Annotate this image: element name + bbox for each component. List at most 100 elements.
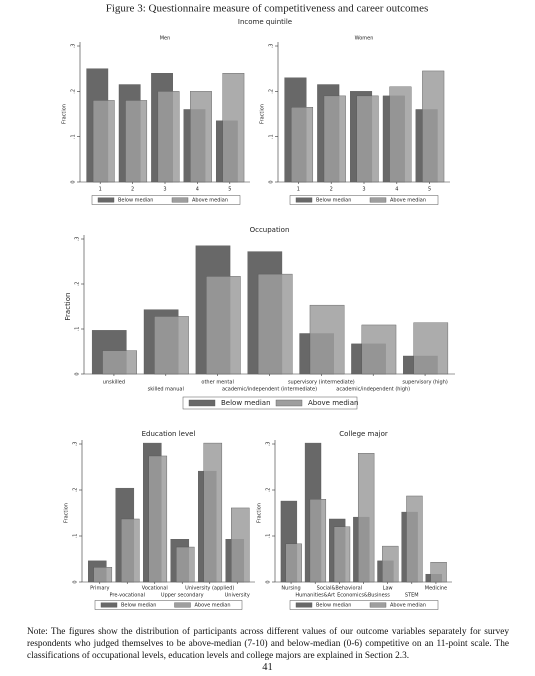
y-axis-label: Fraction (260, 104, 266, 124)
y-tick-label: .2 (269, 89, 275, 94)
y-tick-label: .3 (71, 44, 77, 49)
bar (148, 455, 168, 583)
bar (309, 304, 345, 375)
bar (154, 316, 189, 375)
legend-swatch (295, 197, 313, 203)
x-tick-label: academic/independent (high) (336, 387, 410, 393)
x-tick-label: Law (383, 586, 393, 592)
x-tick-label: Social&Behavioral (317, 586, 362, 592)
x-tick-label: academic/independent (intermediate) (222, 387, 317, 393)
y-axis-label: Fraction (64, 293, 72, 321)
legend-label: Below median (121, 603, 156, 609)
bar (102, 350, 137, 375)
y-tick-label: .1 (71, 134, 77, 139)
x-tick-label: Economics&Business (337, 593, 390, 599)
x-tick-label: Vocational (142, 586, 168, 592)
x-tick-label: unskilled (103, 380, 125, 386)
y-tick-label: 0 (266, 580, 272, 583)
y-tick-label: .3 (73, 442, 79, 447)
x-tick-label: 4 (196, 187, 199, 193)
y-tick-label: 0 (73, 580, 79, 583)
y-tick-label: .2 (73, 488, 79, 493)
legend-label: Below median (316, 198, 351, 204)
x-tick-label: 5 (228, 187, 231, 193)
x-tick-label: supervisory (intermediate) (288, 380, 355, 386)
legend-label: Above median (192, 198, 228, 204)
bar (206, 276, 241, 375)
legend-swatch (100, 602, 118, 608)
x-tick-label: other mental (201, 380, 233, 386)
bar (323, 95, 346, 183)
chart-title: Women (355, 36, 374, 42)
y-tick-label: .2 (75, 282, 81, 287)
bar (309, 499, 327, 583)
page-number: 41 (262, 662, 273, 673)
chart-title: Occupation (250, 226, 290, 234)
bar (406, 495, 423, 583)
bar (413, 322, 449, 375)
x-tick-label: Nursing (281, 586, 300, 592)
legend-swatch (369, 602, 387, 608)
legend-box (94, 600, 243, 610)
legend-box (91, 195, 241, 205)
bar (92, 100, 115, 183)
bar (120, 518, 140, 583)
x-tick-label: 1 (99, 187, 102, 193)
x-tick-label: 4 (395, 187, 398, 193)
group-title: Income quintile (238, 18, 292, 26)
y-tick-label: 0 (269, 180, 275, 183)
x-tick-label: Humanities&Art (295, 593, 335, 599)
legend-swatch (174, 602, 191, 608)
y-tick-label: .2 (266, 488, 272, 493)
legend-swatch (97, 197, 115, 203)
y-tick-label: .1 (73, 534, 79, 539)
x-tick-label: Pre-vocational (110, 593, 145, 599)
figure-title: Figure 3: Questionnaire measure of compe… (106, 3, 429, 15)
legend-box (182, 396, 358, 410)
x-tick-label: supervisory (high) (402, 380, 448, 386)
legend-swatch (171, 197, 189, 203)
legend-swatch (295, 602, 313, 608)
bar (230, 507, 250, 583)
bar (285, 543, 302, 583)
y-tick-label: .1 (269, 134, 275, 139)
bar (257, 273, 293, 375)
bar (382, 545, 399, 583)
y-tick-label: .3 (269, 44, 275, 49)
bar (157, 91, 180, 183)
x-tick-label: 2 (131, 187, 134, 193)
bar (361, 324, 397, 375)
x-tick-label: 3 (362, 187, 365, 193)
bar (93, 567, 113, 583)
legend-box (289, 195, 439, 205)
legend-label: Above median (195, 603, 231, 609)
bar (356, 95, 379, 183)
legend-swatch (275, 399, 303, 407)
legend-label: Above median (308, 399, 358, 407)
chart-title: College major (339, 430, 388, 438)
x-tick-label: 3 (163, 187, 166, 193)
x-tick-label: Upper secondary (161, 593, 204, 599)
bar (357, 453, 375, 583)
chart-title: Education level (142, 430, 196, 438)
x-tick-label: 2 (330, 187, 333, 193)
bar (290, 106, 314, 183)
legend-label: Below median (118, 198, 153, 204)
bar (190, 91, 212, 183)
y-tick-label: .1 (75, 327, 81, 332)
y-tick-label: .2 (71, 89, 77, 94)
y-tick-label: .3 (266, 442, 272, 447)
x-tick-label: University (applied) (185, 586, 234, 592)
y-axis-label: Fraction (62, 104, 68, 124)
bar (125, 100, 148, 183)
bar (430, 562, 447, 583)
x-tick-label: 5 (428, 187, 431, 193)
bar (222, 72, 245, 183)
legend-label: Above median (390, 198, 426, 204)
legend-swatch (188, 399, 216, 407)
y-axis-label: Fraction (64, 503, 70, 523)
x-tick-label: 1 (297, 187, 300, 193)
x-tick-label: Medicine (425, 586, 447, 592)
bar (203, 442, 223, 583)
